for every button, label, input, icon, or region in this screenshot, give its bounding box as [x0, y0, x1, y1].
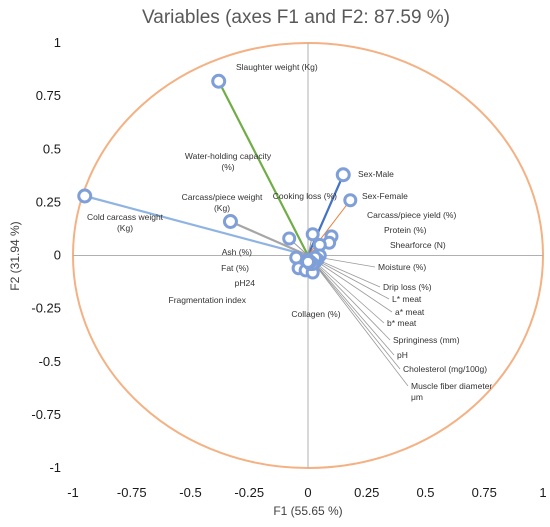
variable-label-cooking-loss: Cooking loss (%) — [273, 191, 337, 201]
y-tick-label: 0.75 — [36, 88, 61, 103]
x-tick-label: 0.25 — [354, 485, 379, 500]
x-tick-label: 1 — [539, 485, 546, 500]
variable-label-drip-loss: Drip loss (%) — [383, 282, 432, 292]
variable-label-carcass-piece-yield: Carcass/piece yield (%) — [367, 210, 456, 220]
variable-label-sex-male: Sex-Male — [358, 169, 394, 179]
variable-label-water-holding-capacity: Water-holding capacity (%) — [185, 151, 272, 172]
point-marker-cold-carcass-weight-kg — [77, 188, 93, 204]
x-tick-label: 0.75 — [472, 485, 497, 500]
variable-label-shearforce-n: Shearforce (N) — [390, 240, 446, 250]
variable-label-muscle-fiber-diameter-m: Muscle fiber diameter μm — [411, 381, 492, 402]
y-axis-label: F2 (31.94 %) — [8, 221, 22, 290]
leader-line-muscle-fiber-diameter-m — [307, 255, 409, 387]
x-tick-label: -0.25 — [234, 485, 264, 500]
y-tick-label: -0.75 — [31, 407, 61, 422]
variable-label-sex-female: Sex-Female — [362, 191, 408, 201]
chart-title: Variables (axes F1 and F2: 87.59 %) — [142, 7, 450, 28]
vector-lines-layer — [84, 80, 409, 387]
variable-label-cold-carcass-weight-kg: Cold carcass weight (Kg) — [87, 212, 164, 233]
variable-label-l-meat: L* meat — [392, 294, 422, 304]
vector-line-carcass-piece-weight-kg — [230, 220, 309, 257]
variable-labels-layer: Slaughter weight (Kg) Cold carcass weight… — [87, 62, 492, 402]
variable-label-b-meat: b* meat — [387, 318, 417, 328]
leader-line-b-meat — [307, 255, 385, 324]
variable-label-springiness-mm: Springiness (mm) — [393, 335, 460, 345]
point-marker-cooking-loss — [305, 227, 320, 242]
leader-line-springiness-mm — [307, 255, 391, 341]
x-tick-label: -0.5 — [179, 485, 201, 500]
variable-label-cholesterol-mg-100g: Cholesterol (mg/100g) — [403, 364, 487, 374]
y-tick-label: 0.5 — [43, 141, 61, 156]
y-tick-label: 1 — [54, 35, 61, 50]
point-marker-sex-male — [335, 167, 351, 183]
point-marker-water-holding-capacity — [282, 231, 297, 246]
x-tick-label: -1 — [67, 485, 79, 500]
leader-line-ph — [307, 255, 395, 356]
variable-label-protein: Protein (%) — [384, 225, 427, 235]
point-marker-carcass-piece-weight-kg — [222, 214, 238, 229]
variable-label-moisture: Moisture (%) — [378, 262, 426, 272]
point-marker-sex-female — [343, 193, 358, 208]
point-marker-muscle-fiber-diameter-m — [301, 254, 315, 269]
leader-line-cholesterol-mg-100g — [307, 255, 401, 370]
x-axis-label: F1 (55.65 %) — [273, 504, 342, 518]
x-tick-label: 0.5 — [416, 485, 434, 500]
y-tick-label: -1 — [49, 460, 61, 475]
variable-label-a-meat: a* meat — [395, 307, 425, 317]
variable-label-slaughter-weight-kg: Slaughter weight (Kg) — [236, 62, 318, 72]
x-tick-label: -0.75 — [117, 485, 147, 500]
y-tick-label: -0.25 — [31, 301, 61, 316]
y-tick-label: 0.25 — [36, 194, 61, 209]
point-marker-slaughter-weight-kg — [211, 73, 227, 89]
variable-label-carcass-piece-weight-kg: Carcass/piece weight (Kg) — [182, 192, 263, 213]
variable-label-ph24: pH24 — [235, 278, 256, 288]
y-tick-label: 0 — [54, 248, 61, 263]
y-tick-label: -0.5 — [39, 354, 61, 369]
variable-label-ash: Ash (%) — [222, 247, 252, 257]
variable-label-collagen: Collagen (%) — [291, 309, 340, 319]
point-markers-layer — [77, 73, 358, 280]
vector-line-slaughter-weight-kg — [217, 80, 309, 257]
variable-label-fat: Fat (%) — [221, 263, 249, 273]
x-tick-label: 0 — [304, 485, 311, 500]
vector-line-cold-carcass-weight-kg — [84, 194, 309, 257]
variable-label-fragmentation-index: Fragmentation index — [169, 295, 247, 305]
tick-labels-layer: -1 -0.75 -0.5 -0.25 0 0.25 0.5 0.75 1 1 0.75 0.5 0.2… — [31, 35, 546, 500]
variable-label-ph: pH — [397, 350, 408, 360]
